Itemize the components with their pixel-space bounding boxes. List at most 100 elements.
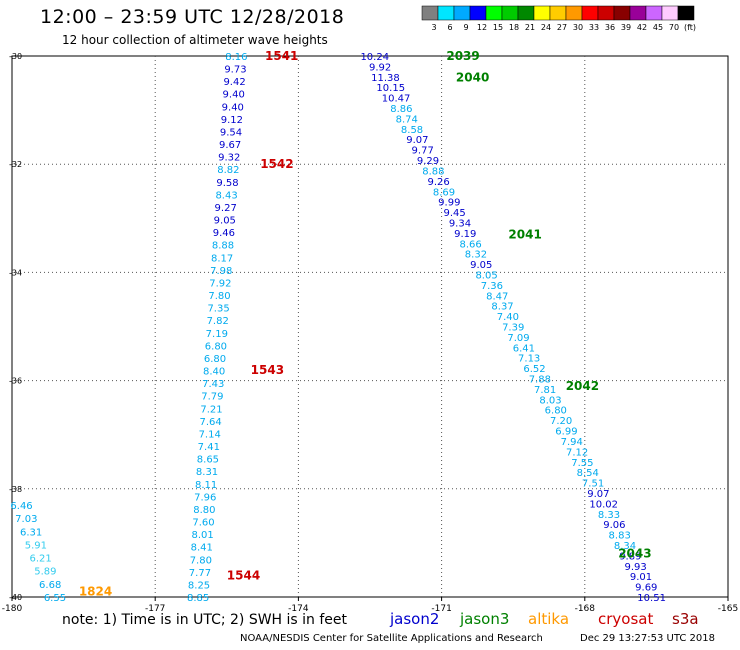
track-value-label: 8.31 xyxy=(196,467,218,478)
timestamp: Dec 29 13:27:53 UTC 2018 xyxy=(580,633,715,644)
track-value-label: 8.86 xyxy=(390,104,412,115)
track-value-label: 8.32 xyxy=(465,250,487,261)
colorbar-label: 12 xyxy=(477,23,487,32)
colorbar-swatch xyxy=(469,5,487,21)
track-value-label: 7.13 xyxy=(518,354,540,365)
colorbar-label: 21 xyxy=(525,23,535,32)
track-value-label: 9.19 xyxy=(454,229,476,240)
track-value-label: 11.38 xyxy=(371,73,400,84)
x-tick-label: -168 xyxy=(575,604,596,614)
track-value-label: 7.51 xyxy=(582,479,604,490)
colorbar-swatch xyxy=(565,5,583,21)
pass-number-label: 1543 xyxy=(251,363,284,377)
track-value-label: 9.89 xyxy=(619,551,641,562)
pass-number-label: 2043 xyxy=(618,547,651,561)
chart-subtitle: 12 hour collection of altimeter wave hei… xyxy=(62,33,328,47)
track-value-label: 8.11 xyxy=(195,480,217,491)
track-value-label: 10.15 xyxy=(376,83,405,94)
track-value-label: 7.92 xyxy=(209,278,231,289)
x-tick-label: -165 xyxy=(718,604,738,614)
y-tick-label: -38 xyxy=(9,485,22,494)
track-value-label: 7.77 xyxy=(189,568,211,579)
chart-title: 12:00 – 23:59 UTC 12/28/2018 xyxy=(40,6,345,28)
legend-altika: altika xyxy=(528,610,570,628)
track-value-label: 9.73 xyxy=(224,65,246,76)
colorbar-label: 30 xyxy=(573,23,583,32)
track-value-label: 9.77 xyxy=(412,146,434,157)
colorbar-label: 18 xyxy=(509,23,519,32)
track-value-label: 8.88 xyxy=(422,166,444,177)
track-value-label: 8.17 xyxy=(211,253,233,264)
colorbar-swatch xyxy=(629,5,647,21)
track-value-label: 6.80 xyxy=(204,354,226,365)
pass-number-label: 1824 xyxy=(79,585,112,599)
track-value-label: 7.94 xyxy=(561,437,583,448)
track-value-label: 10.02 xyxy=(589,499,618,510)
pass-number-label: 1542 xyxy=(260,157,293,171)
track-value-label: 9.29 xyxy=(417,156,439,167)
track-value-label: 9.54 xyxy=(220,127,242,138)
legend-jason3: jason3 xyxy=(460,610,510,628)
colorbar-label: 15 xyxy=(493,23,503,32)
track-value-label: 8.83 xyxy=(609,531,631,542)
colorbar-label: (ft) xyxy=(684,23,696,32)
pass-number-label: 1544 xyxy=(227,568,260,582)
colorbar-swatch xyxy=(421,5,439,21)
track-value-label: 7.41 xyxy=(198,442,220,453)
track-value-label: 7.36 xyxy=(481,281,503,292)
colorbar-swatch xyxy=(661,5,679,21)
track-value-label: 8.82 xyxy=(217,165,239,176)
track-value-label: 10.24 xyxy=(360,52,389,63)
legend-s3a: s3a xyxy=(672,610,699,628)
track-value-label: 9.67 xyxy=(219,140,241,151)
track-value-label: 8.03 xyxy=(539,395,561,406)
track-value-label: 7.14 xyxy=(199,429,221,440)
track-value-label: 6.55 xyxy=(44,593,66,604)
track-value-label: 7.43 xyxy=(202,379,224,390)
track-value-label: 9.01 xyxy=(630,572,652,583)
legend-jason2: jason2 xyxy=(390,610,440,628)
track-value-label: 6.21 xyxy=(30,554,52,565)
track-value-label: 7.35 xyxy=(207,304,229,315)
x-tick-label: -177 xyxy=(145,604,165,614)
colorbar-swatch xyxy=(645,5,663,21)
track-value-label: 6.80 xyxy=(205,341,227,352)
colorbar-label: 27 xyxy=(557,23,567,32)
y-tick-label: -30 xyxy=(9,52,22,61)
track-value-label: 9.40 xyxy=(222,102,244,113)
track-value-label: 8.65 xyxy=(197,455,219,466)
track-value-label: 8.54 xyxy=(577,468,599,479)
colorbar-label: 39 xyxy=(621,23,631,32)
track-value-label: 5.89 xyxy=(34,567,56,578)
track-value-label: 8.88 xyxy=(212,241,234,252)
track-value-label: 9.93 xyxy=(625,562,647,573)
colorbar-label: 36 xyxy=(605,23,615,32)
track-value-label: 9.05 xyxy=(470,260,492,271)
track-value-label: 8.69 xyxy=(433,187,455,198)
colorbar-swatch xyxy=(549,5,567,21)
track-value-label: 6.80 xyxy=(545,406,567,417)
track-value-label: 9.12 xyxy=(221,115,243,126)
track-value-label: 9.07 xyxy=(406,135,428,146)
track-value-label: 7.88 xyxy=(529,375,551,386)
y-tick-label: -34 xyxy=(9,268,22,277)
colorbar-label: 70 xyxy=(669,23,679,32)
track-value-label: 9.92 xyxy=(369,62,391,73)
track-value-label: 9.58 xyxy=(216,178,238,189)
colorbar-label: 9 xyxy=(463,23,468,32)
track-value-label: 6.68 xyxy=(39,580,61,591)
track-value-label: 7.39 xyxy=(502,323,524,334)
colorbar-label: 45 xyxy=(653,23,663,32)
track-value-label: 10.47 xyxy=(382,94,411,105)
y-tick-label: -32 xyxy=(9,160,22,169)
colorbar-label: 33 xyxy=(589,23,599,32)
track-value-label: 7.55 xyxy=(571,458,593,469)
pass-number-label: 2040 xyxy=(456,71,489,85)
track-value-label: 6.52 xyxy=(523,364,545,375)
y-tick-label: -36 xyxy=(9,377,22,386)
credit-text: NOAA/NESDIS Center for Satellite Applica… xyxy=(240,633,543,644)
track-value-label: 7.98 xyxy=(210,266,232,277)
track-value-label: 7.80 xyxy=(190,555,212,566)
colorbar-swatch xyxy=(453,5,471,21)
track-value-label: 9.27 xyxy=(215,203,237,214)
